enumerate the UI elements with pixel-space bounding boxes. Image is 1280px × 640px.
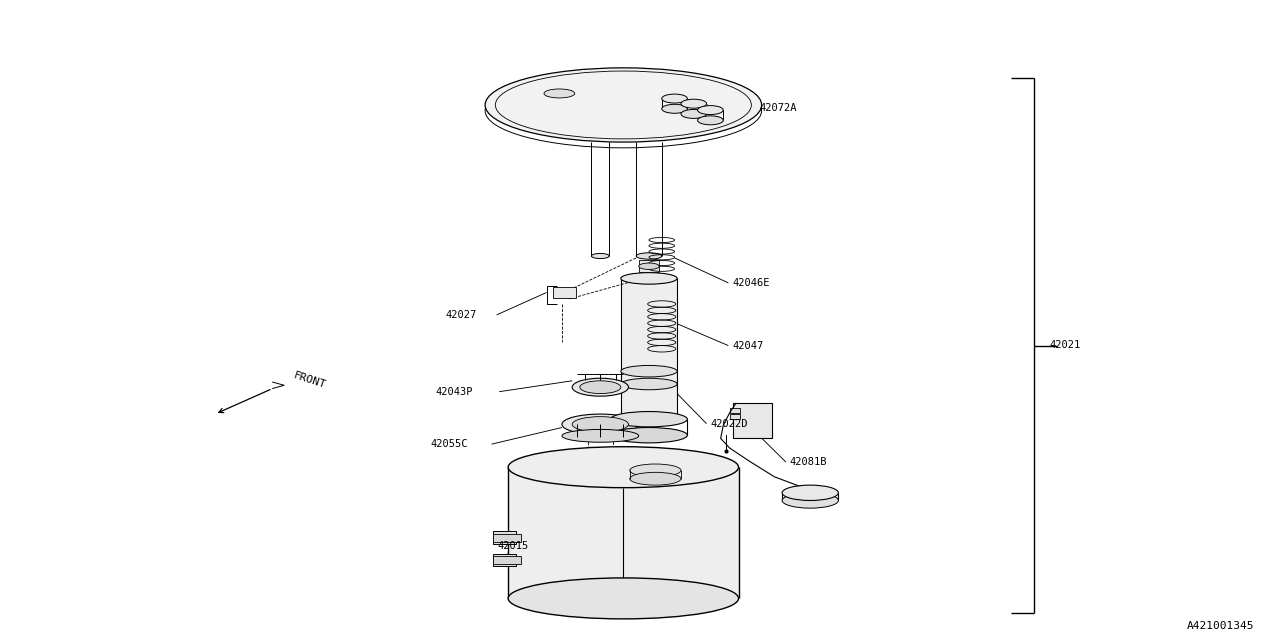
Bar (493, 554, 516, 566)
Ellipse shape (508, 578, 739, 619)
Ellipse shape (630, 472, 681, 485)
Text: A421001345: A421001345 (1187, 621, 1254, 631)
Ellipse shape (572, 417, 628, 432)
Ellipse shape (698, 106, 723, 115)
Text: 42055C: 42055C (430, 439, 467, 449)
Ellipse shape (485, 68, 762, 142)
Text: 42047: 42047 (732, 340, 763, 351)
Bar (493, 556, 521, 564)
Text: 42081B: 42081B (790, 457, 827, 467)
Text: 42021: 42021 (1050, 340, 1080, 350)
Ellipse shape (698, 116, 723, 125)
Ellipse shape (580, 381, 621, 394)
Ellipse shape (572, 378, 628, 396)
Ellipse shape (544, 89, 575, 98)
Text: 42022D: 42022D (710, 419, 748, 429)
Ellipse shape (639, 263, 659, 269)
Ellipse shape (562, 429, 639, 442)
Ellipse shape (611, 412, 687, 427)
Bar (730, 414, 740, 419)
Bar (621, 278, 677, 413)
Bar (493, 534, 521, 542)
Ellipse shape (621, 378, 677, 390)
Text: 42072A: 42072A (759, 103, 796, 113)
Ellipse shape (591, 253, 609, 259)
Ellipse shape (562, 414, 639, 435)
Text: 42046E: 42046E (732, 278, 769, 288)
Ellipse shape (611, 428, 687, 443)
Ellipse shape (681, 109, 707, 118)
Ellipse shape (782, 485, 838, 500)
Text: FRONT: FRONT (292, 370, 326, 390)
Text: 42027: 42027 (445, 310, 476, 320)
Bar (639, 260, 659, 272)
Ellipse shape (630, 464, 681, 477)
Ellipse shape (636, 253, 662, 259)
Bar (493, 531, 516, 544)
Text: 42043P: 42043P (435, 387, 472, 397)
Bar (733, 403, 772, 438)
Ellipse shape (681, 99, 707, 108)
Text: 42015: 42015 (498, 541, 529, 551)
Bar (508, 467, 739, 598)
Bar (730, 408, 740, 413)
Ellipse shape (508, 447, 739, 488)
Ellipse shape (621, 365, 677, 377)
Ellipse shape (662, 94, 687, 103)
Ellipse shape (782, 493, 838, 508)
Ellipse shape (621, 273, 677, 284)
Bar (553, 287, 576, 298)
Ellipse shape (662, 104, 687, 113)
